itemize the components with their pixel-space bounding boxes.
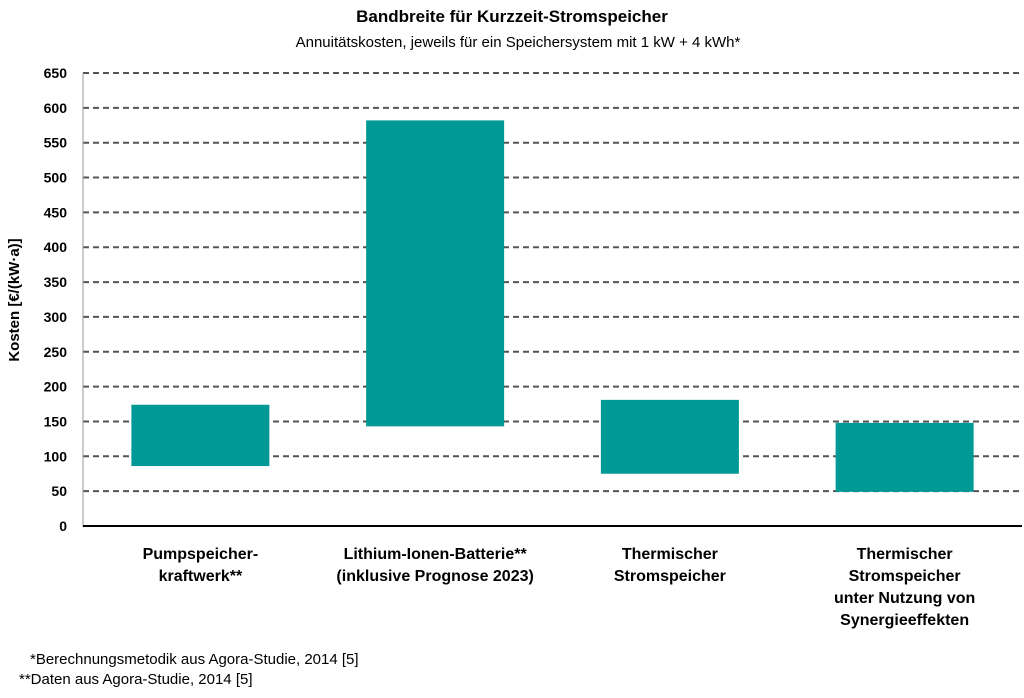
y-tick-label: 300 [44, 309, 68, 325]
category-label: (inklusive Prognose 2023) [336, 568, 533, 585]
category-label: Stromspeicher [849, 568, 961, 585]
y-tick-label: 100 [44, 448, 68, 464]
chart-title: Bandbreite für Kurzzeit-Stromspeicher [356, 7, 668, 26]
range-bar [835, 422, 974, 492]
bars [131, 120, 974, 492]
y-tick-label: 200 [44, 379, 68, 395]
category-label: Pumpspeicher- [143, 546, 259, 563]
y-axis-label: Kosten [€/(kW·a)] [6, 238, 23, 361]
y-tick-label: 650 [44, 65, 68, 81]
range-bar [366, 120, 505, 427]
y-tick-label: 0 [59, 518, 67, 534]
category-label: Lithium-Ionen-Batterie** [344, 546, 528, 563]
y-tick-label: 250 [44, 344, 68, 360]
chart-subtitle: Annuitätskosten, jeweils für ein Speiche… [296, 34, 741, 51]
footnote-2: **Daten aus Agora-Studie, 2014 [5] [19, 671, 253, 688]
y-tick-label: 350 [44, 274, 68, 290]
y-tick-label: 500 [44, 170, 68, 186]
footnote-1: *Berechnungsmetodik aus Agora-Studie, 20… [30, 651, 359, 668]
category-label: kraftwerk** [159, 568, 243, 585]
y-tick-label: 150 [44, 413, 68, 429]
range-bar [600, 399, 739, 474]
y-tick-label: 400 [44, 239, 68, 255]
range-bar [131, 404, 270, 467]
y-tick-labels: 0 50 100 150 200 250 300 350 400 450 500 550 600 650 [44, 65, 68, 534]
category-labels: Pumpspeicher-kraftwerk** Lithium-Ionen-Ba… [143, 546, 976, 629]
category-label: Stromspeicher [614, 568, 726, 585]
y-tick-label: 550 [44, 135, 68, 151]
y-tick-label: 600 [44, 100, 68, 116]
y-tick-label: 50 [51, 483, 67, 499]
y-tick-label: 450 [44, 204, 68, 220]
category-label: Thermischer [622, 546, 718, 563]
category-label: Synergieeffekten [840, 612, 969, 629]
category-label: Thermischer [857, 546, 953, 563]
category-label: unter Nutzung von [834, 590, 975, 607]
